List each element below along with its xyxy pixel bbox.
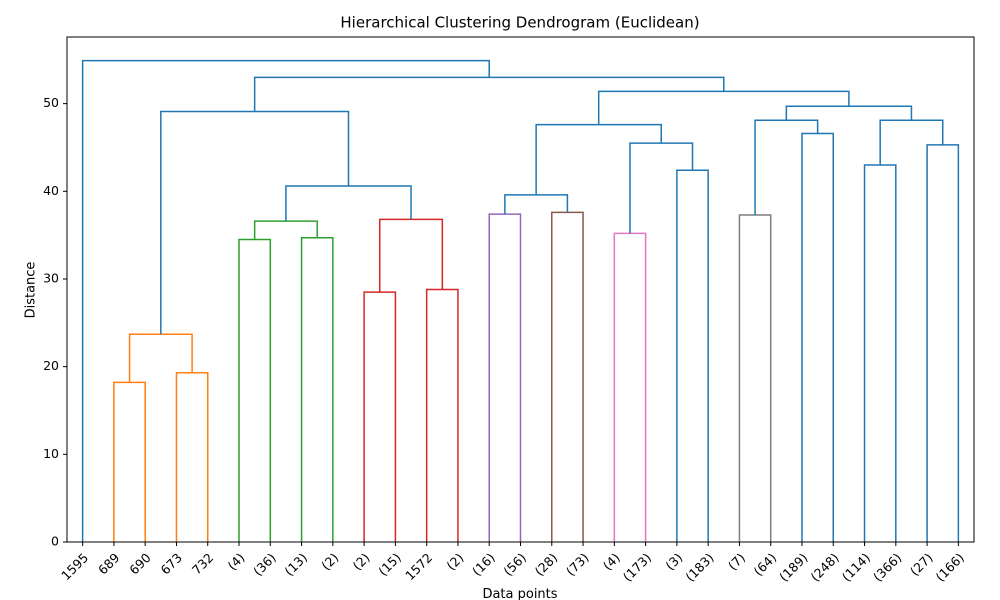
link [253, 220, 318, 240]
link [160, 110, 350, 335]
link [488, 213, 522, 542]
link [879, 119, 944, 166]
y-tick-label: 40 [43, 183, 59, 198]
plot-area [81, 59, 960, 542]
link [253, 76, 725, 112]
link [801, 132, 835, 542]
link [300, 237, 334, 542]
y-tick-label: 10 [43, 446, 59, 461]
x-axis-label: Data points [482, 587, 557, 600]
link [676, 169, 709, 542]
link [504, 194, 569, 215]
link [128, 333, 193, 383]
y-tick-label: 0 [51, 534, 59, 549]
link [535, 123, 662, 195]
link [81, 59, 490, 542]
chart-title: Hierarchical Clustering Dendrogram (Eucl… [340, 14, 699, 32]
y-axis-label: Distance [24, 262, 39, 319]
y-tick-label: 20 [43, 358, 59, 373]
link [754, 119, 819, 215]
y-tick-label: 30 [43, 270, 59, 285]
link [926, 144, 960, 542]
link [613, 232, 647, 542]
link [175, 372, 209, 542]
y-tick-label: 50 [43, 95, 59, 110]
